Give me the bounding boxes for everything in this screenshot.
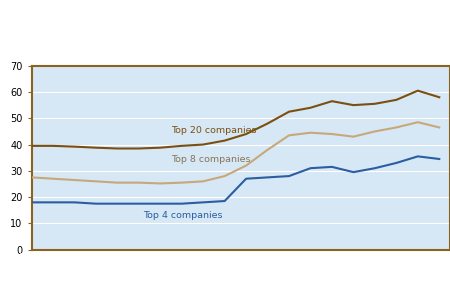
Text: 03: 03 [369,253,381,263]
Text: 95: 95 [197,253,209,263]
Text: , various issues; and: , various issues; and [89,282,181,291]
Text: Progressive Grocer Marketing Guidebook, 2008.: Progressive Grocer Marketing Guidebook, … [181,282,391,291]
Text: Supermarket News: Supermarket News [5,282,89,291]
Text: 99: 99 [283,253,295,263]
Text: Percent of U.S. grocery store sales: Percent of U.S. grocery store sales [5,53,173,63]
Text: 05: 05 [412,253,424,263]
Text: Growth in sales shares of largest grocery retailers has moderated
since 2000: Growth in sales shares of largest grocer… [5,11,432,34]
Text: 91: 91 [111,253,123,263]
Text: 1987: 1987 [19,253,44,263]
Text: 01: 01 [326,253,338,263]
Text: Top 4 companies: Top 4 companies [143,211,223,220]
Text: Top 20 companies: Top 20 companies [171,126,256,135]
Text: 97: 97 [240,253,252,263]
Text: Top 8 companies: Top 8 companies [171,155,251,164]
Text: Sources: U.S. Census Bureau, Monthly Retail Trade Survey; company annual reports: Sources: U.S. Census Bureau, Monthly Ret… [5,269,374,278]
Text: 93: 93 [154,253,166,263]
Text: 89: 89 [68,253,81,263]
